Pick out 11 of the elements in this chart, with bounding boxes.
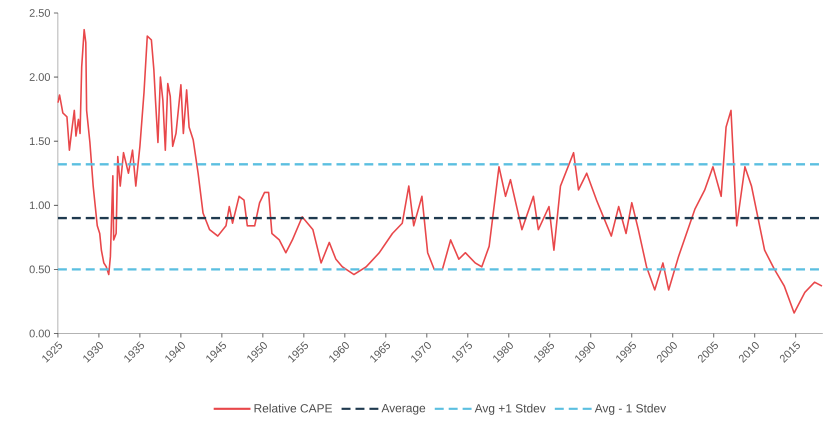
y-tick-label: 0.00 [30,329,50,338]
legend-label: Avg - 1 Stdev [594,404,666,415]
y-tick-label: 2.50 [30,8,50,17]
legend-label: Average [381,404,426,414]
y-tick-label: 1.00 [30,201,50,209]
y-tick-label: 2.00 [30,73,50,81]
line-series [57,28,823,314]
y-tick-label: 0.50 [30,265,50,274]
legend-label: Relative CAPE [254,404,332,412]
legend-label: Avg +1 Stdev [474,404,546,415]
y-tick-label: 1.50 [30,137,50,145]
